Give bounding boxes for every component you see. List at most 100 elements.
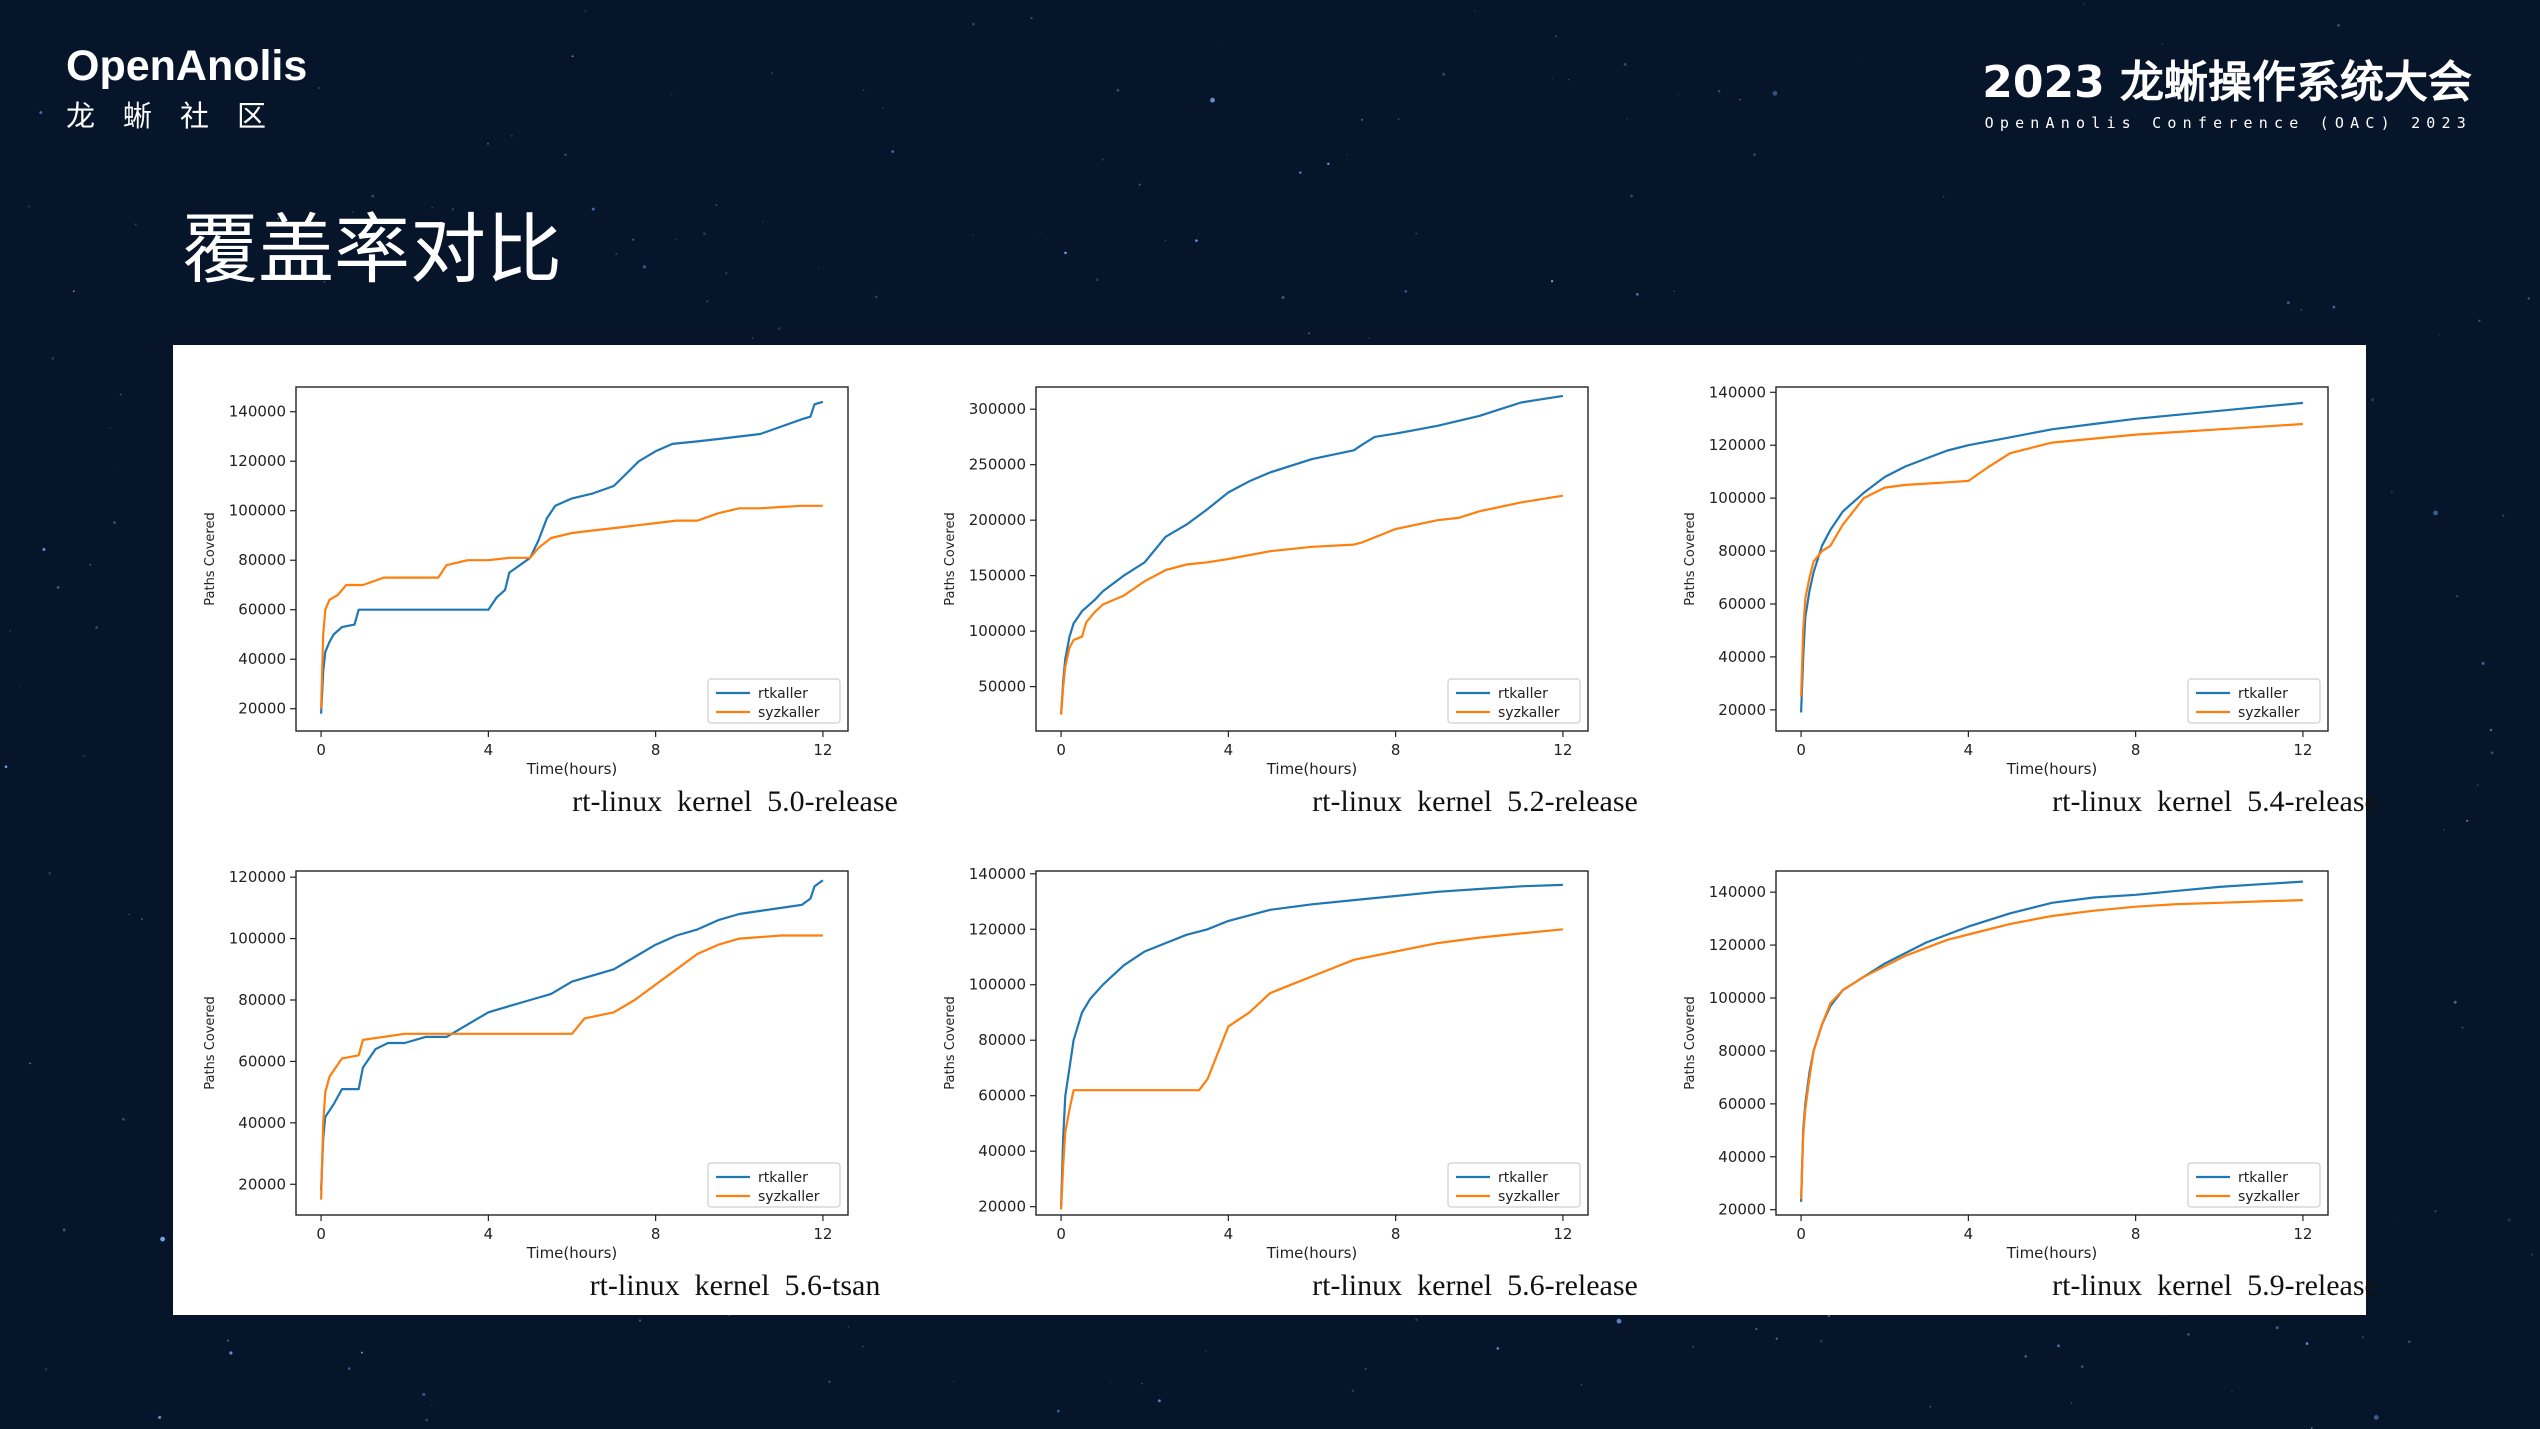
star — [1630, 194, 1633, 198]
chart-5: 0 4 8 12 20000 40000 60000 80000 100000 120000 140… — [943, 865, 1589, 1262]
star — [2394, 1222, 2396, 1224]
y-tick-label: 40000 — [238, 1114, 286, 1132]
y-tick-label: 80000 — [238, 551, 286, 569]
star — [2311, 1427, 2313, 1429]
legend-label-rtkaller: rtkaller — [758, 1170, 808, 1186]
legend-label-rtkaller: rtkaller — [2238, 686, 2288, 702]
star — [882, 107, 884, 109]
star — [1496, 1347, 1500, 1350]
star — [109, 427, 111, 429]
chart-title-4: rt-linux kernel 5.6-tsan — [589, 1269, 881, 1302]
star — [2438, 333, 2441, 336]
y-tick-label: 20000 — [238, 700, 286, 718]
legend-label-rtkaller: rtkaller — [2238, 1170, 2288, 1186]
x-axis-label: Time(hours) — [526, 1244, 618, 1262]
star — [1772, 90, 1778, 96]
star — [1138, 183, 1141, 186]
star — [229, 1351, 233, 1355]
star — [431, 206, 434, 209]
star — [1195, 239, 1198, 242]
star — [2466, 819, 2469, 822]
x-tick-label: 8 — [1391, 741, 1401, 759]
star — [891, 150, 895, 153]
star — [121, 1117, 125, 1121]
star — [725, 272, 728, 275]
y-tick-label: 100000 — [1709, 989, 1766, 1007]
star — [972, 234, 974, 236]
chart-6: 0 4 8 12 20000 40000 60000 80000 100000 120000 140… — [1683, 870, 2329, 1262]
y-tick-label: 60000 — [238, 601, 286, 619]
y-tick-label: 20000 — [238, 1175, 286, 1193]
star — [1568, 78, 1570, 81]
star — [702, 232, 706, 236]
star — [2161, 43, 2163, 45]
star — [83, 755, 86, 758]
y-tick-label: 100000 — [1709, 489, 1766, 507]
y-tick-label: 80000 — [978, 1031, 1026, 1049]
x-tick-label: 0 — [316, 1225, 326, 1243]
chart-title-1: rt-linux kernel 5.0-release — [572, 785, 898, 818]
star — [1739, 98, 1741, 101]
star — [1580, 1384, 1583, 1386]
star — [1474, 10, 1476, 12]
star — [1404, 290, 1408, 293]
y-axis-label: Paths Covered — [203, 512, 218, 606]
star — [2332, 305, 2336, 309]
star — [2056, 1344, 2061, 1348]
logo-text: OpenAnolis — [66, 42, 308, 90]
x-tick-label: 0 — [1056, 1225, 1066, 1243]
star — [2530, 1253, 2533, 1256]
x-tick-label: 4 — [484, 741, 494, 759]
y-tick-label: 100000 — [969, 976, 1026, 994]
star — [1164, 239, 1167, 242]
star — [1827, 1314, 1831, 1317]
star — [1056, 1409, 1060, 1413]
star — [27, 205, 31, 208]
star — [1673, 290, 1675, 293]
star — [425, 1418, 429, 1422]
star — [323, 280, 326, 283]
star — [875, 295, 878, 299]
star — [422, 1392, 426, 1397]
series-line-syzkaller — [320, 934, 823, 1200]
y-tick-label: 40000 — [238, 650, 286, 668]
y-tick-label: 40000 — [978, 1142, 1026, 1160]
star — [347, 1367, 351, 1370]
star — [9, 630, 12, 632]
star — [2390, 491, 2393, 494]
star — [1552, 78, 1554, 80]
star — [584, 10, 587, 13]
x-tick-label: 0 — [1056, 741, 1066, 759]
star — [952, 1380, 955, 1383]
star — [1861, 63, 1863, 65]
star — [1141, 1382, 1143, 1385]
y-tick-label: 60000 — [1718, 1095, 1766, 1113]
y-tick-label: 250000 — [969, 456, 1026, 474]
series-line-syzkaller — [1800, 899, 2303, 1200]
legend-label-syzkaller: syzkaller — [758, 1189, 820, 1205]
y-tick-label: 140000 — [969, 865, 1026, 883]
star — [1677, 93, 1679, 95]
y-tick-label: 300000 — [969, 400, 1026, 418]
chart-title-6: rt-linux kernel 5.9-release — [2052, 1269, 2378, 1302]
series-line-rtkaller — [320, 879, 824, 1191]
star — [2502, 514, 2505, 517]
star — [770, 72, 773, 74]
star — [1616, 1318, 1622, 1324]
charts-panel: 0 4 8 12 20000 40000 60000 80000 100000 120000 140… — [173, 345, 2378, 1315]
x-tick-label: 0 — [1796, 741, 1806, 759]
star — [1775, 1337, 1779, 1341]
plot-frame — [295, 386, 849, 732]
star — [706, 300, 709, 303]
legend-label-rtkaller: rtkaller — [758, 686, 808, 702]
star — [487, 142, 489, 145]
y-tick-label: 20000 — [978, 1198, 1026, 1216]
star — [192, 244, 194, 247]
y-axis-label: Paths Covered — [943, 512, 958, 606]
star — [571, 55, 574, 58]
star — [1299, 171, 1302, 174]
legend-label-syzkaller: syzkaller — [2238, 1189, 2300, 1205]
star — [1039, 232, 1041, 235]
logo-subtext: 龙蜥社区 — [66, 99, 295, 133]
star — [317, 86, 321, 90]
